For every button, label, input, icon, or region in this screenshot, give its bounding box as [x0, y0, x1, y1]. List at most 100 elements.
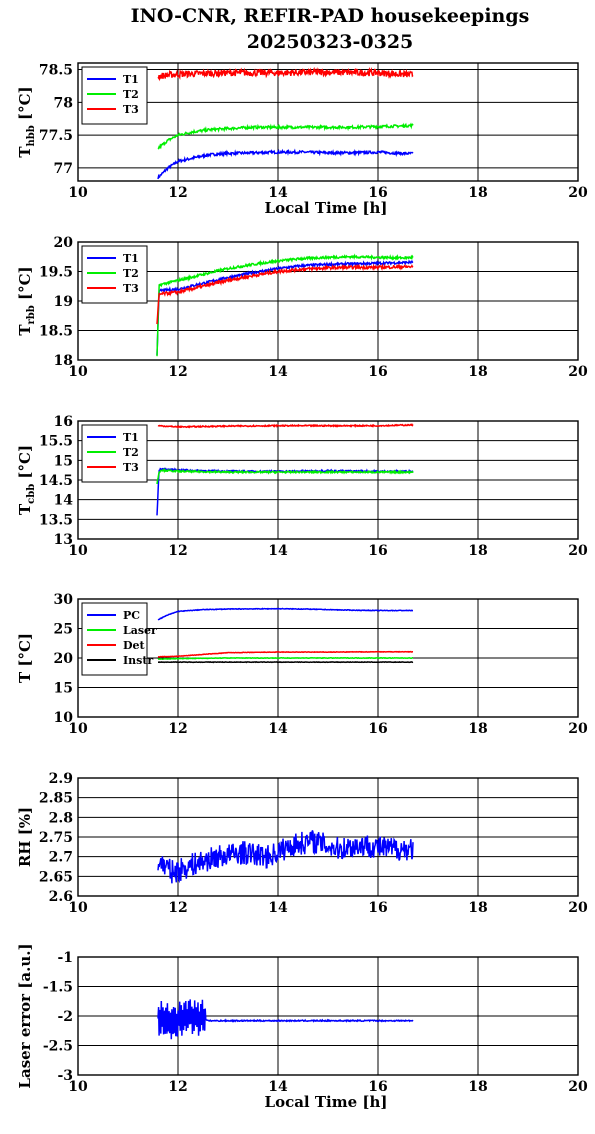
- series-line-t3: [156, 263, 414, 325]
- y-tick-label: 2.8: [49, 810, 73, 826]
- panel-LaserError: 10 12 14 16 18 20 -3 -2.5 -2 -1.5 -1 Laser error [a…: [16, 943, 588, 1111]
- x-tick-label: 20: [568, 543, 588, 559]
- y-axis-label: Thbb [°C]: [16, 86, 37, 157]
- x-tick-label: 18: [468, 185, 487, 201]
- y-tick-label: 14: [54, 493, 74, 509]
- y-tick-label: -2: [57, 1009, 73, 1025]
- legend-label-t2: T2: [123, 446, 139, 459]
- y-tick-label: 18: [54, 353, 73, 369]
- y-axis-label: T [°C]: [16, 633, 34, 683]
- x-tick-label: 10: [68, 900, 88, 916]
- series-line-t3: [157, 423, 414, 430]
- plot-frame: [77, 62, 579, 182]
- plot-frame: [77, 956, 579, 1076]
- y-tick-label: 15: [54, 681, 73, 697]
- series-line-det: [157, 650, 413, 658]
- y-tick-label: 16: [54, 414, 73, 430]
- x-tick-label: 10: [68, 185, 88, 201]
- x-tick-label: 14: [268, 185, 288, 201]
- x-tick-label: 12: [168, 721, 187, 737]
- series-line-instr: [158, 661, 414, 664]
- series-line-pc: [157, 607, 413, 621]
- legend-box: [81, 245, 148, 304]
- y-tick-label: 18.5: [39, 324, 73, 340]
- y-tick-label: 77.5: [39, 128, 73, 144]
- x-tick-label: 18: [468, 1079, 487, 1095]
- figure-title-line-1: INO-CNR, REFIR-PAD housekeepings: [131, 5, 530, 27]
- legend-label-instr: Instr: [123, 654, 153, 667]
- y-tick-label: 15.5: [39, 434, 73, 450]
- y-tick-label: 20: [54, 651, 74, 667]
- x-tick-label: 10: [68, 1079, 88, 1095]
- legend-label-laser: Laser: [123, 624, 157, 637]
- x-axis-label: Local Time [h]: [265, 199, 388, 217]
- x-tick-label: 12: [168, 364, 187, 380]
- y-tick-label: 78: [54, 95, 73, 111]
- y-tick-label: 30: [54, 592, 74, 608]
- x-tick-label: 18: [468, 364, 487, 380]
- y-tick-label: 14.5: [39, 473, 73, 489]
- y-tick-label: 2.9: [49, 771, 73, 787]
- x-tick-label: 14: [268, 900, 288, 916]
- y-tick-label: 77: [54, 161, 73, 177]
- series-line-t2: [157, 122, 414, 150]
- series-line-t3: [157, 66, 414, 82]
- x-tick-label: 20: [568, 185, 588, 201]
- plot-frame: [77, 777, 579, 897]
- y-tick-label: 13: [54, 532, 73, 548]
- x-tick-label: 16: [368, 721, 387, 737]
- y-tick-label: 15: [54, 453, 73, 469]
- x-tick-label: 16: [368, 185, 387, 201]
- x-tick-label: 14: [268, 364, 288, 380]
- series-line-t2: [156, 253, 414, 357]
- series-line-t1: [157, 148, 414, 180]
- x-tick-label: 10: [68, 721, 88, 737]
- x-tick-label: 12: [168, 185, 187, 201]
- y-tick-label: 2.6: [49, 889, 73, 905]
- y-tick-label: 78.5: [39, 63, 73, 79]
- x-tick-label: 16: [368, 364, 387, 380]
- x-tick-label: 12: [168, 900, 187, 916]
- x-tick-label: 12: [168, 1079, 187, 1095]
- y-tick-label: -1.5: [43, 980, 73, 996]
- y-tick-label: -1: [57, 950, 73, 966]
- x-tick-label: 20: [568, 900, 588, 916]
- x-tick-label: 10: [68, 543, 88, 559]
- legend-label-det: Det: [123, 639, 146, 652]
- x-tick-label: 14: [268, 1079, 288, 1095]
- y-tick-label: 2.85: [39, 791, 73, 807]
- panel-Tsys: 10 12 14 16 18 20 10 15 20 25 30 T [°C] PC Laser Det In…: [16, 592, 588, 737]
- x-tick-label: 20: [568, 1079, 588, 1095]
- legend-label-t1: T1: [123, 252, 139, 265]
- panel-RH: 10 12 14 16 18 20 2.6 2.65 2.7 2.75 2.8 2.85 2.9 RH […: [16, 771, 588, 916]
- x-tick-label: 12: [168, 543, 187, 559]
- legend-label-t3: T3: [123, 282, 139, 295]
- legend-label-t1: T1: [123, 431, 139, 444]
- series-line-data: [157, 830, 414, 884]
- series-line-t1: [156, 259, 414, 356]
- y-axis-label: Laser error [a.u.]: [16, 943, 34, 1088]
- x-tick-label: 14: [268, 721, 288, 737]
- legend-label-pc: PC: [123, 609, 140, 622]
- series-line-t2: [156, 467, 414, 485]
- legend-label-t3: T3: [123, 461, 139, 474]
- legend-label-t2: T2: [123, 267, 139, 280]
- y-tick-label: 13.5: [39, 512, 73, 528]
- y-tick-label: 2.7: [49, 850, 73, 866]
- x-tick-label: 16: [368, 1079, 387, 1095]
- y-tick-label: 2.75: [39, 830, 73, 846]
- plot-frame: [77, 420, 579, 540]
- series-line-laser: [157, 656, 413, 661]
- x-tick-label: 14: [268, 543, 288, 559]
- x-tick-label: 16: [368, 543, 387, 559]
- plot-frame: [77, 241, 579, 361]
- y-axis-label: RH [%]: [16, 807, 34, 867]
- x-axis-label: Local Time [h]: [265, 1093, 388, 1111]
- legend-label-t3: T3: [123, 103, 139, 116]
- legend-box: [81, 66, 148, 125]
- x-tick-label: 20: [568, 364, 588, 380]
- x-tick-label: 10: [68, 364, 88, 380]
